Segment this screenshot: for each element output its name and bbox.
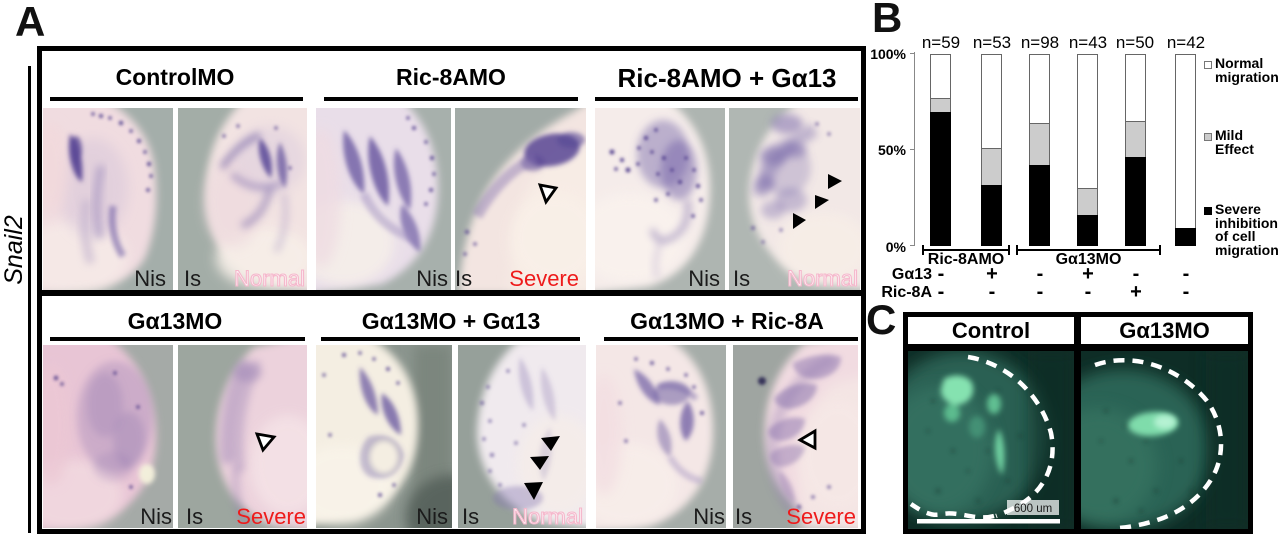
svg-text:600 um: 600 um (1014, 503, 1052, 515)
